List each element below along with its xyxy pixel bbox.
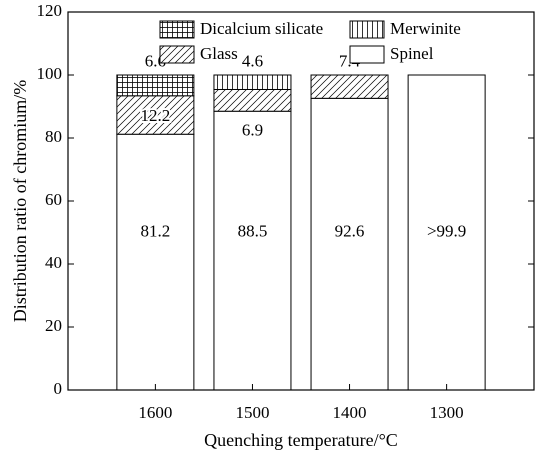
bar-segment-glass-1600 xyxy=(116,95,195,135)
y-tick-label-80: 80 xyxy=(45,127,62,146)
legend-label-spinel: Spinel xyxy=(390,44,434,63)
x-tick-label-1300: 1300 xyxy=(430,403,464,422)
legend-swatch-glass xyxy=(159,45,195,64)
y-axis-title: Distribution ratio of chromium/% xyxy=(10,80,30,322)
bar-segment-spinel-1400 xyxy=(310,97,389,391)
data-labels-layer: 81.288.592.6>99.912.26.97.46.64.6 xyxy=(139,51,467,240)
legend: Dicalcium silicate Merwinite Glass Spinel xyxy=(159,19,461,64)
bar-segment-glass-1500 xyxy=(213,88,292,112)
legend-label-dicalcium-silicate: Dicalcium silicate xyxy=(200,19,323,38)
y-tick-label-100: 100 xyxy=(37,64,63,83)
bar-segment-dicalcium-silicate-1600 xyxy=(116,74,195,97)
data-label-merwinite-1500: 4.6 xyxy=(242,51,263,70)
x-tick-label-1400: 1400 xyxy=(333,403,367,422)
bar-segment-spinel-1500 xyxy=(213,110,292,391)
data-label-glass-1500: 6.9 xyxy=(242,121,263,140)
bar-segment-glass-1400 xyxy=(310,74,389,99)
data-label-spinel-1300: >99.9 xyxy=(427,221,466,240)
bar-segment-merwinite-1500 xyxy=(213,74,292,90)
data-label-glass-1600: 12.2 xyxy=(141,106,171,125)
legend-label-merwinite: Merwinite xyxy=(390,19,461,38)
bar-segment-spinel-1600 xyxy=(116,133,195,391)
y-axis: 0 20 40 60 80 100 120 xyxy=(37,1,534,398)
bars-layer xyxy=(116,74,486,391)
data-label-spinel-1400: 92.6 xyxy=(335,221,365,240)
y-tick-label-0: 0 xyxy=(54,379,63,398)
x-axis-title: Quenching temperature/°C xyxy=(204,430,398,450)
legend-swatch-merwinite xyxy=(349,20,385,39)
legend-swatch-spinel xyxy=(349,45,385,64)
x-tick-label-1500: 1500 xyxy=(235,403,269,422)
legend-swatch-dicalcium-silicate xyxy=(159,20,195,39)
data-label-spinel-1500: 88.5 xyxy=(238,221,268,240)
y-tick-label-60: 60 xyxy=(45,190,62,209)
legend-label-glass: Glass xyxy=(200,44,238,63)
bar-segment-spinel-1300 xyxy=(407,74,486,391)
x-tick-label-1600: 1600 xyxy=(138,403,172,422)
y-tick-label-20: 20 xyxy=(45,316,62,335)
y-tick-label-40: 40 xyxy=(45,253,62,272)
x-axis: 1600 1500 1400 1300 xyxy=(138,384,464,422)
y-tick-label-120: 120 xyxy=(37,1,63,20)
plot-area: 81.288.592.6>99.912.26.97.46.64.6 xyxy=(67,11,535,391)
data-label-spinel-1600: 81.2 xyxy=(141,221,171,240)
